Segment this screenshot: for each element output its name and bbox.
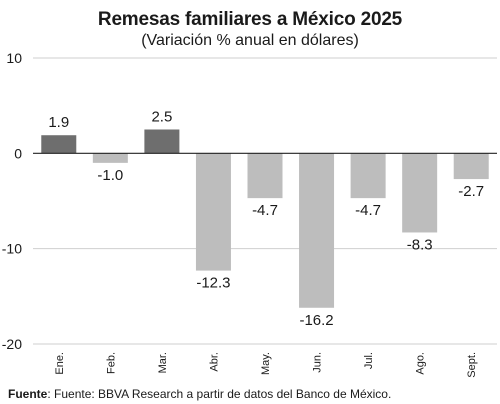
bar-mar — [144, 129, 180, 154]
data-label: -4.7 — [252, 202, 278, 219]
data-labels: 1.9 -1.0 2.5 -12.3 -4.7 -16.2 -4.7 -8.3 -2.7 — [48, 109, 484, 329]
data-label: -2.7 — [458, 183, 484, 200]
chart-title: Remesas familiares a México 2025 — [97, 9, 403, 30]
bar-feb — [92, 153, 128, 163]
y-tick-labels: 10 0 -10 -20 — [2, 50, 22, 352]
bars — [41, 129, 489, 308]
bar-ene — [41, 135, 77, 154]
bar-abr — [195, 153, 231, 271]
x-tick-labels: Ene. Feb. Mar. Abr. May. Jun. Jul. Ago. Sept. — [54, 352, 478, 378]
x-tick-label: Sept. — [466, 352, 478, 378]
grid-lines — [33, 57, 497, 345]
x-tick-label: Mar. — [157, 352, 169, 373]
data-label: 1.9 — [48, 114, 69, 131]
data-label: -4.7 — [355, 202, 381, 219]
x-tick-label: Abr. — [208, 352, 220, 372]
bar-ago — [402, 153, 438, 233]
y-tick-label: -20 — [2, 336, 22, 352]
source-label: Fuente — [8, 387, 48, 401]
x-tick-label: Jul. — [363, 352, 375, 369]
x-tick-label: May. — [260, 352, 272, 375]
source-text: : Fuente: BBVA Research a partir de dato… — [47, 387, 392, 401]
x-tick-label: Ene. — [54, 352, 66, 375]
data-label: -1.0 — [97, 167, 123, 184]
data-label: -12.3 — [196, 275, 230, 292]
chart-subtitle: (Variación % anual en dólares) — [141, 32, 359, 49]
bar-jul — [350, 153, 386, 199]
data-label: -8.3 — [407, 236, 433, 253]
data-label: 2.5 — [151, 109, 172, 126]
x-tick-label: Ago. — [415, 352, 427, 375]
y-tick-label: 10 — [6, 50, 22, 66]
source-note: Fuente: Fuente: BBVA Research a partir d… — [8, 387, 391, 401]
bar-sept — [453, 153, 489, 180]
data-label: -16.2 — [299, 312, 333, 329]
bar-may — [247, 153, 283, 199]
x-tick-label: Feb. — [105, 352, 117, 374]
bar-jun — [299, 153, 335, 308]
x-tick-label: Jun. — [312, 352, 324, 373]
y-tick-label: -10 — [2, 241, 22, 257]
y-tick-label: 0 — [14, 145, 22, 161]
